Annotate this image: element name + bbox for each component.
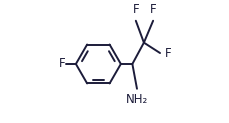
Text: F: F <box>150 3 156 16</box>
Text: F: F <box>165 46 171 60</box>
Text: F: F <box>59 57 66 70</box>
Text: F: F <box>133 3 139 16</box>
Text: NH₂: NH₂ <box>126 93 148 106</box>
